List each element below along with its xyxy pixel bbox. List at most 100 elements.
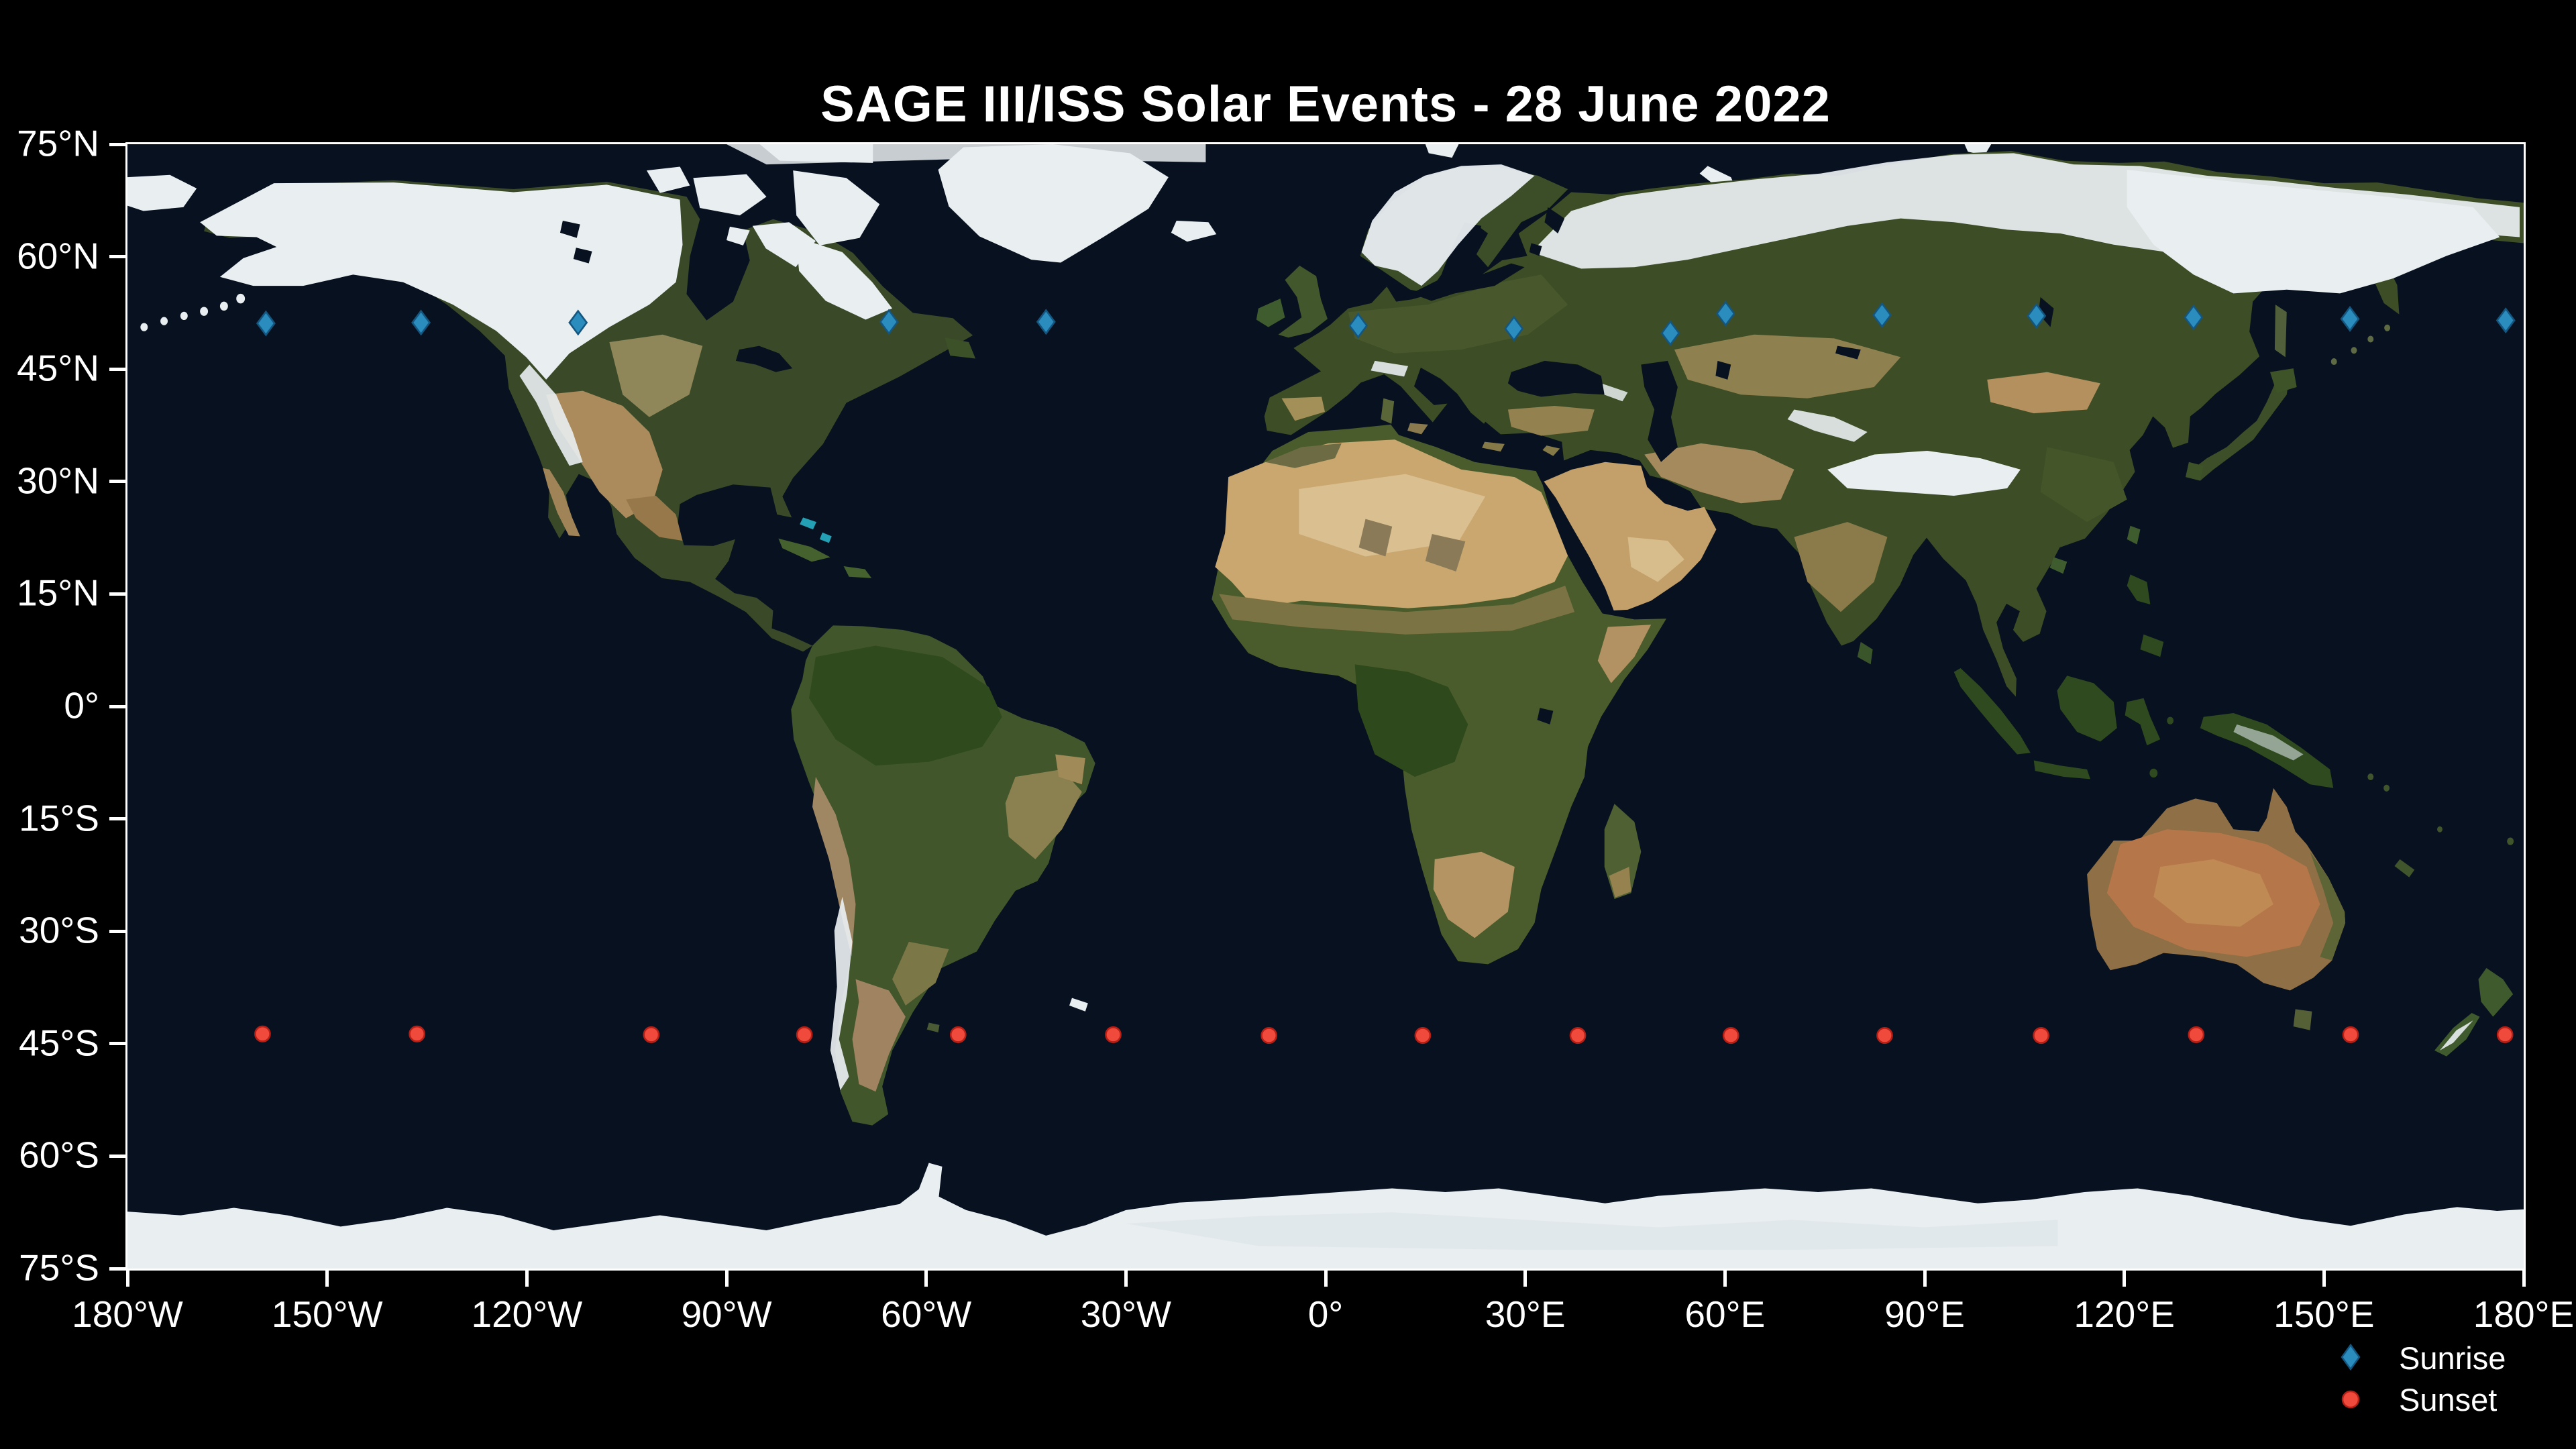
continent-antarctica: [127, 998, 2524, 1269]
lon-tick-mark: [2522, 1271, 2526, 1287]
lon-tick-label: 60°W: [881, 1293, 972, 1335]
sunset-marker: [409, 1025, 425, 1042]
map-terrain-shape: [160, 317, 168, 325]
moluccas: [2167, 716, 2174, 724]
lon-tick-mark: [2322, 1271, 2326, 1287]
snow-rockies: [519, 364, 583, 466]
brazilian-highlands: [1005, 769, 1082, 859]
great-slave-lake: [573, 248, 592, 264]
tibesti-massif: [1425, 534, 1466, 572]
kalahari-desert: [1433, 851, 1515, 938]
sri-lanka: [1857, 641, 1873, 665]
continent-eurasia: [1256, 151, 2524, 697]
sahel-band: [1219, 586, 1575, 635]
snow-tien-shan: [1787, 409, 1868, 442]
lon-tick-label: 120°E: [2074, 1293, 2175, 1335]
map-terrain-shape: [219, 301, 228, 311]
lat-tick-mark: [109, 704, 125, 708]
lon-tick-label: 150°W: [271, 1293, 383, 1335]
arabia: [1544, 462, 1717, 610]
kuril-islands: [2330, 324, 2391, 366]
ireland: [1256, 299, 1285, 327]
lat-tick-mark: [109, 817, 125, 821]
map-terrain-shape: [200, 307, 209, 316]
lon-tick-label: 90°W: [681, 1293, 772, 1335]
south-georgia-island: [1069, 998, 1088, 1012]
sunset-marker: [796, 1026, 813, 1043]
sunrise-marker: [1660, 320, 1680, 347]
sunrise-marker: [2027, 303, 2047, 329]
iberia-meseta: [1281, 396, 1326, 421]
newfoundland: [945, 337, 976, 359]
continent-africa: [1212, 424, 1667, 965]
lat-tick-label: 45°N: [17, 347, 99, 389]
sunset-marker: [2342, 1026, 2359, 1043]
lat-tick-label: 30°S: [19, 909, 99, 951]
snow-east-siberia: [2127, 169, 2500, 294]
java: [2033, 760, 2091, 780]
lake-balkhash: [1835, 345, 1861, 360]
solomon-1: [2367, 773, 2374, 781]
lon-tick-mark: [924, 1271, 928, 1287]
lon-tick-mark: [1324, 1271, 1328, 1287]
lat-tick-mark: [109, 1154, 125, 1158]
hoggar-massif: [1358, 519, 1393, 557]
victoria-island: [693, 174, 767, 216]
great-lakes: [735, 345, 793, 372]
sunrise-marker: [256, 310, 276, 337]
sunrise-marker: [1348, 312, 1368, 339]
lon-tick-mark: [525, 1271, 529, 1287]
white-sea: [1544, 207, 1565, 233]
lon-tick-label: 180°W: [72, 1293, 183, 1335]
event-marker-layer: [254, 301, 2516, 1044]
solomon-2: [2383, 784, 2390, 792]
chukchi-ice: [127, 174, 197, 211]
pampas: [892, 941, 949, 1006]
snow-andes: [830, 896, 853, 1091]
black-sea: [1507, 360, 1605, 397]
japan-kyushu: [2185, 462, 2204, 481]
sumatra: [1953, 668, 2031, 755]
australia-east-coast: [2310, 851, 2346, 961]
empty-quarter: [1627, 537, 1684, 582]
southern-alps: [2439, 1020, 2473, 1051]
lat-tick-label: 15°N: [17, 572, 99, 614]
tasmania: [2293, 1009, 2312, 1030]
lon-tick-mark: [2123, 1271, 2127, 1287]
lat-tick-mark: [109, 367, 125, 371]
amazon-forest: [809, 645, 1002, 766]
banks-island: [646, 166, 690, 193]
snow-labrador: [796, 237, 893, 320]
caspian-sea: [1641, 360, 1678, 462]
lat-tick-mark: [109, 929, 125, 933]
ice-shelf-texture: [1126, 1212, 2058, 1250]
lat-tick-label: 75°S: [19, 1246, 99, 1289]
snow-caucasus: [1595, 383, 1628, 402]
map-terrain-shape: [180, 311, 188, 321]
great-britain: [1278, 266, 1328, 338]
lon-tick-label: 150°E: [2273, 1293, 2375, 1335]
world-map: [127, 144, 2524, 1269]
sunrise-marker: [568, 309, 588, 336]
lon-tick-label: 60°E: [1684, 1293, 1766, 1335]
us-southwest-desert: [546, 390, 663, 519]
lat-tick-label: 15°S: [19, 797, 99, 839]
japan-honshu: [2192, 372, 2290, 481]
anatolia: [1507, 405, 1595, 436]
great-bear-lake: [559, 220, 580, 238]
sakhalin: [2274, 305, 2287, 358]
mexico-interior: [626, 496, 683, 541]
patagonia: [852, 979, 906, 1092]
sulawesi: [2125, 698, 2161, 746]
sunset-marker: [949, 1026, 967, 1043]
lon-tick-label: 120°W: [471, 1293, 583, 1335]
atlas-mountains: [1265, 443, 1342, 468]
lat-tick-label: 75°N: [17, 122, 99, 164]
lat-tick-label: 30°N: [17, 460, 99, 502]
svalbard: [1425, 144, 1459, 158]
timor: [2149, 768, 2158, 778]
lat-tick-mark: [109, 480, 125, 484]
sunset-marker: [1260, 1026, 1278, 1044]
lon-tick-mark: [1923, 1271, 1927, 1287]
continent-north-america: [140, 180, 976, 652]
